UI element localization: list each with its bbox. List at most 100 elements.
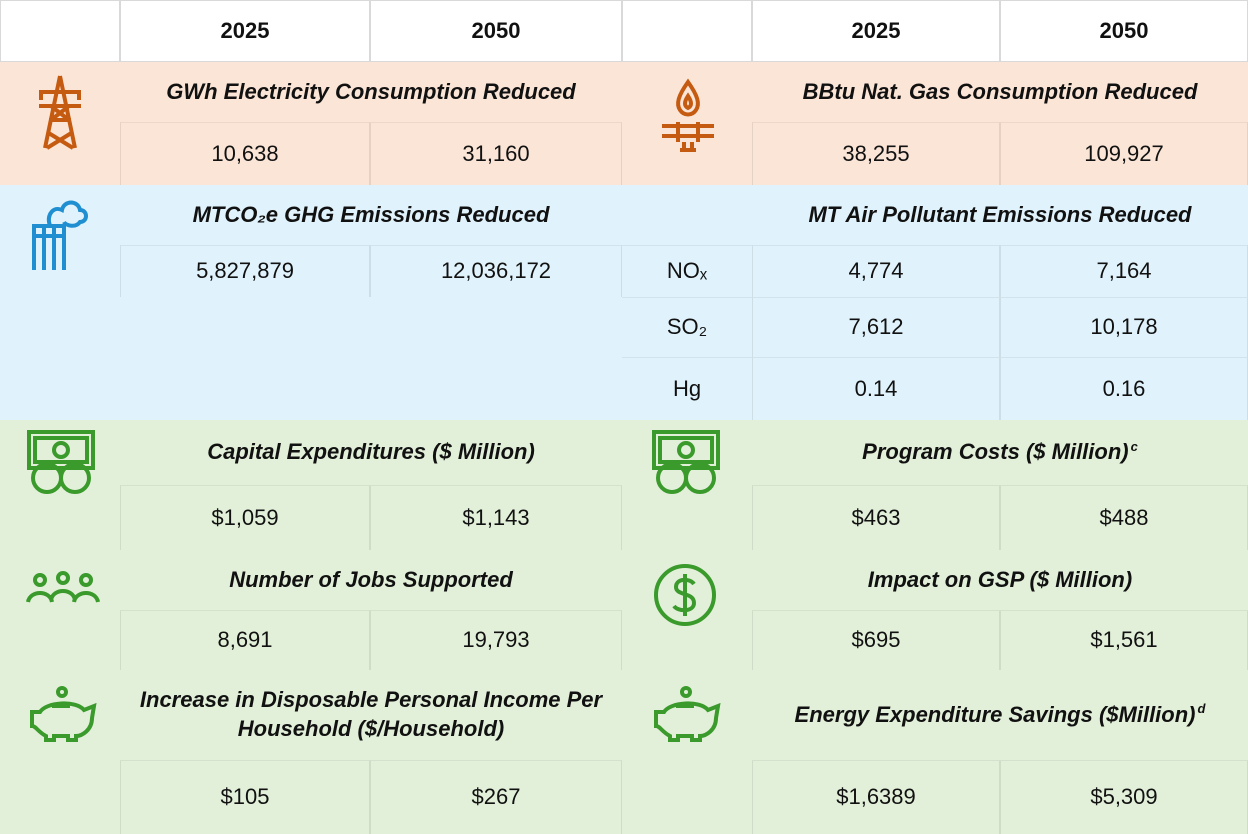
cell-text: 5,827,879 (196, 258, 294, 284)
value-cell: $105 (120, 760, 370, 834)
cell-text: Impact on GSP ($ Million) (867, 566, 1133, 592)
cell-text: 0.16 (1102, 375, 1146, 401)
dollar-icon (654, 564, 716, 626)
value-cell: 10,638 (120, 122, 370, 185)
value-cell: 31,160 (370, 122, 622, 185)
cell-text: 2025 (851, 17, 901, 43)
cell-text: 109,927 (1084, 140, 1164, 166)
value-cell: 5,827,879 (120, 245, 370, 297)
cell-text: 12,036,172 (440, 258, 552, 284)
cell-text: MTCO₂e GHG Emissions Reduced (192, 201, 550, 227)
people-icon (26, 571, 100, 603)
cell-text: Hg (672, 375, 702, 401)
header-cell: 2050 (370, 0, 622, 62)
cell-text: 10,178 (1090, 314, 1158, 340)
cell-text: 2050 (471, 17, 521, 43)
value-cell: 7,612 (752, 297, 1000, 357)
section-title: BBtu Nat. Gas Consumption Reduced (752, 62, 1248, 122)
cell-text: Energy Expenditure Savings ($Million) (794, 701, 1196, 727)
section-title: MT Air Pollutant Emissions Reduced (752, 185, 1248, 245)
emissions-band (0, 185, 1248, 420)
value-cell: 0.16 (1000, 357, 1248, 420)
cell-text: 2050 (1099, 17, 1149, 43)
cell-text: 10,638 (211, 140, 279, 166)
cell-text: $1,6389 (836, 784, 916, 810)
value-cell: $1,6389 (752, 760, 1000, 834)
cell-text: $1,059 (211, 504, 279, 530)
section-title: GWh Electricity Consumption Reduced (120, 62, 622, 122)
section-title: Program Costs ($ Million) c (752, 420, 1248, 485)
cell-text: $488 (1099, 504, 1149, 530)
cell-text: BBtu Nat. Gas Consumption Reduced (802, 78, 1198, 104)
cell-text: 2025 (220, 17, 270, 43)
cell-text: Capital Expenditures ($ Million) (207, 439, 535, 465)
header-band (0, 0, 1248, 62)
cell-text: GWh Electricity Consumption Reduced (166, 78, 576, 104)
value-cell: $695 (752, 610, 1000, 670)
header-cell: 2025 (752, 0, 1000, 62)
header-cell: 2050 (1000, 0, 1248, 62)
cell-text: 19,793 (462, 627, 530, 653)
footnote-mark: c (1130, 438, 1138, 454)
money-icon (27, 430, 95, 494)
cell-text: $695 (851, 627, 901, 653)
cell-text: 31,160 (462, 140, 530, 166)
section-title: MTCO₂e GHG Emissions Reduced (120, 185, 622, 245)
cell-text: $5,309 (1090, 784, 1158, 810)
cell-text: MT Air Pollutant Emissions Reduced (808, 201, 1192, 227)
footnote-mark: d (1197, 701, 1206, 717)
value-cell: 109,927 (1000, 122, 1248, 185)
value-cell: 8,691 (120, 610, 370, 670)
cell-text: 7,164 (1096, 258, 1152, 284)
cell-text: Increase in Disposable Personal Income P… (139, 687, 603, 741)
value-cell: 0.14 (752, 357, 1000, 420)
piggy-icon (30, 686, 97, 742)
cell-text: Program Costs ($ Million) (862, 439, 1129, 465)
value-cell: $5,309 (1000, 760, 1248, 834)
section-title: Capital Expenditures ($ Million) (120, 420, 622, 485)
cell-text: 38,255 (842, 140, 910, 166)
cell-text: 7,612 (848, 314, 904, 340)
value-cell: $1,143 (370, 485, 622, 550)
gas-icon (662, 78, 714, 152)
value-cell: 19,793 (370, 610, 622, 670)
value-cell: $1,561 (1000, 610, 1248, 670)
value-cell: 4,774 (752, 245, 1000, 297)
cell-text: $1,561 (1090, 627, 1158, 653)
pollutant-label: Hg (622, 357, 752, 420)
cell-text: 8,691 (217, 627, 273, 653)
header-cell (0, 0, 120, 62)
header-cell: 2025 (120, 0, 370, 62)
energy-band (0, 62, 1248, 185)
cell-text: $1,143 (462, 504, 530, 530)
cell-text: 0.14 (854, 375, 898, 401)
cell-text: Number of Jobs Supported (229, 566, 513, 592)
cell-text: $463 (851, 504, 901, 530)
value-cell: $267 (370, 760, 622, 834)
economic-band (0, 420, 1248, 834)
value-cell: $463 (752, 485, 1000, 550)
section-title: Number of Jobs Supported (120, 550, 622, 610)
cell-text: $267 (471, 784, 521, 810)
tower-icon (39, 75, 81, 150)
cell-text: 4,774 (848, 258, 904, 284)
piggy-icon (654, 686, 721, 742)
value-cell: $1,059 (120, 485, 370, 550)
value-cell: 12,036,172 (370, 245, 622, 297)
factory-icon (32, 200, 88, 270)
cell-text: SO₂ (666, 314, 708, 340)
money-icon (652, 430, 720, 494)
pollutant-label: NOₓ (622, 245, 752, 297)
cell-text: $105 (220, 784, 270, 810)
section-title: Energy Expenditure Savings ($Million) d (752, 670, 1248, 760)
section-title: Increase in Disposable Personal Income P… (120, 670, 622, 760)
value-cell: 38,255 (752, 122, 1000, 185)
value-cell: 7,164 (1000, 245, 1248, 297)
value-cell: $488 (1000, 485, 1248, 550)
header-cell (622, 0, 752, 62)
section-title: Impact on GSP ($ Million) (752, 550, 1248, 610)
cell-text: NOₓ (666, 258, 708, 284)
pollutant-label: SO₂ (622, 297, 752, 357)
value-cell: 10,178 (1000, 297, 1248, 357)
